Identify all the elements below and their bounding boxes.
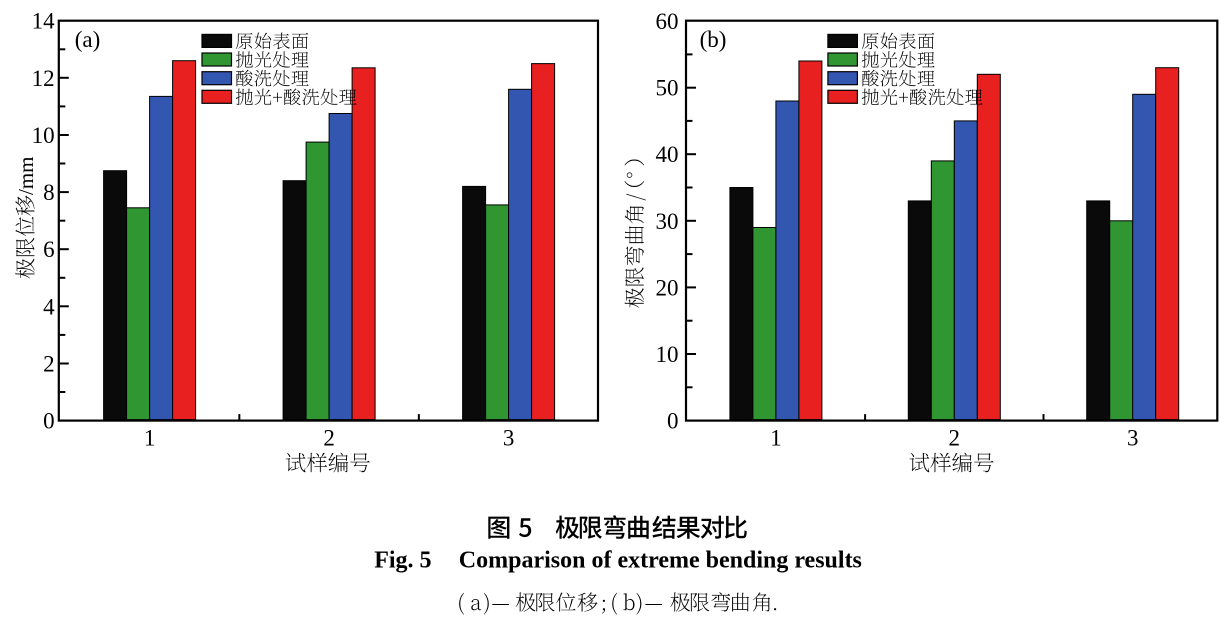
svg-text:0: 0 xyxy=(43,409,55,434)
svg-text:2: 2 xyxy=(323,425,335,450)
svg-text:14: 14 xyxy=(32,9,56,34)
svg-text:0: 0 xyxy=(667,409,679,434)
svg-text:8: 8 xyxy=(43,180,55,205)
svg-text:Fig. 5: Fig. 5 xyxy=(374,548,431,574)
svg-text:2: 2 xyxy=(43,352,55,377)
svg-text:12: 12 xyxy=(32,66,55,91)
svg-text:2: 2 xyxy=(949,425,961,450)
svg-text:10: 10 xyxy=(32,123,55,148)
svg-text:3: 3 xyxy=(1127,425,1139,450)
svg-text:3: 3 xyxy=(503,425,515,450)
svg-text:(b): (b) xyxy=(700,27,727,52)
svg-text:30: 30 xyxy=(656,209,679,234)
svg-text:10: 10 xyxy=(656,342,679,367)
svg-text:20: 20 xyxy=(656,275,679,300)
svg-text:(a): (a) xyxy=(75,27,101,52)
svg-text:60: 60 xyxy=(656,9,679,34)
svg-text:/mm: /mm xyxy=(14,156,38,195)
svg-text:6: 6 xyxy=(43,237,55,262)
svg-text:1: 1 xyxy=(144,425,156,450)
svg-text:Comparison of extreme bending: Comparison of extreme bending results xyxy=(459,548,862,574)
svg-text:40: 40 xyxy=(656,142,679,167)
svg-text:1: 1 xyxy=(770,425,782,450)
svg-text:50: 50 xyxy=(656,76,679,101)
svg-text:4: 4 xyxy=(43,294,55,319)
